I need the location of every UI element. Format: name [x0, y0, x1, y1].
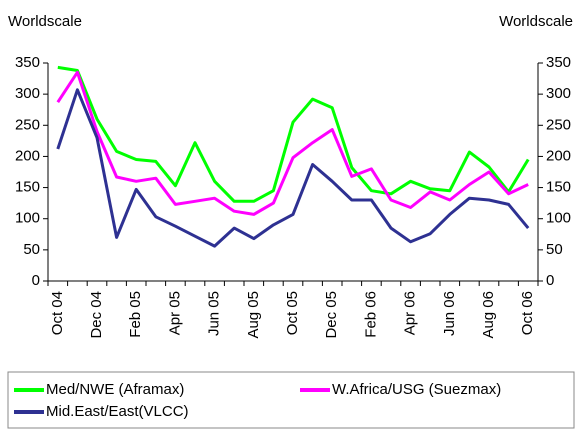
y-tick-label: 50 — [23, 241, 40, 258]
x-tick-label: Oct 04 — [49, 291, 66, 335]
x-tick-label: Oct 05 — [284, 291, 301, 335]
series-line — [56, 70, 529, 216]
y2-tick-label: 100 — [546, 210, 571, 227]
y-tick-label: 300 — [15, 85, 40, 102]
y2-tick-label: 300 — [546, 85, 571, 102]
y2-tick-label: 150 — [546, 179, 571, 196]
y-tick-label: 0 — [32, 272, 40, 289]
y-axis-label: Worldscale — [8, 13, 82, 30]
legend-label: W.Africa/USG (Suezmax) — [332, 381, 501, 398]
y-tick-label: 100 — [15, 210, 40, 227]
x-tick-label: Jun 05 — [206, 291, 223, 336]
y-tick-label: 150 — [15, 179, 40, 196]
series-line — [57, 65, 530, 203]
x-tick-label: Apr 06 — [402, 291, 419, 335]
y2-tick-label: 50 — [546, 241, 563, 258]
x-tick-label: Dec 05 — [323, 291, 340, 339]
x-tick-label: Feb 05 — [127, 291, 144, 338]
y-tick-label: 250 — [15, 116, 40, 133]
y2-tick-label: 350 — [546, 54, 571, 71]
y2-tick-label: 0 — [546, 272, 554, 289]
legend-label: Med/NWE (Aframax) — [46, 381, 184, 398]
legend-label: Mid.East/East(VLCC) — [46, 403, 189, 420]
y-tick-label: 200 — [15, 147, 40, 164]
x-tick-label: Apr 05 — [166, 291, 183, 335]
x-tick-label: Dec 04 — [88, 291, 105, 339]
x-tick-label: Aug 06 — [480, 291, 497, 339]
y-tick-label: 350 — [15, 54, 40, 71]
y2-tick-label: 200 — [546, 147, 571, 164]
x-tick-label: Oct 06 — [519, 291, 536, 335]
x-tick-label: Aug 05 — [245, 291, 262, 339]
legend-box — [7, 371, 575, 429]
x-tick-label: Jun 06 — [441, 291, 458, 336]
y2-tick-label: 250 — [546, 116, 571, 133]
x-tick-label: Feb 06 — [362, 291, 379, 338]
y2-axis-label: Worldscale — [499, 13, 573, 30]
series-line — [56, 88, 530, 248]
